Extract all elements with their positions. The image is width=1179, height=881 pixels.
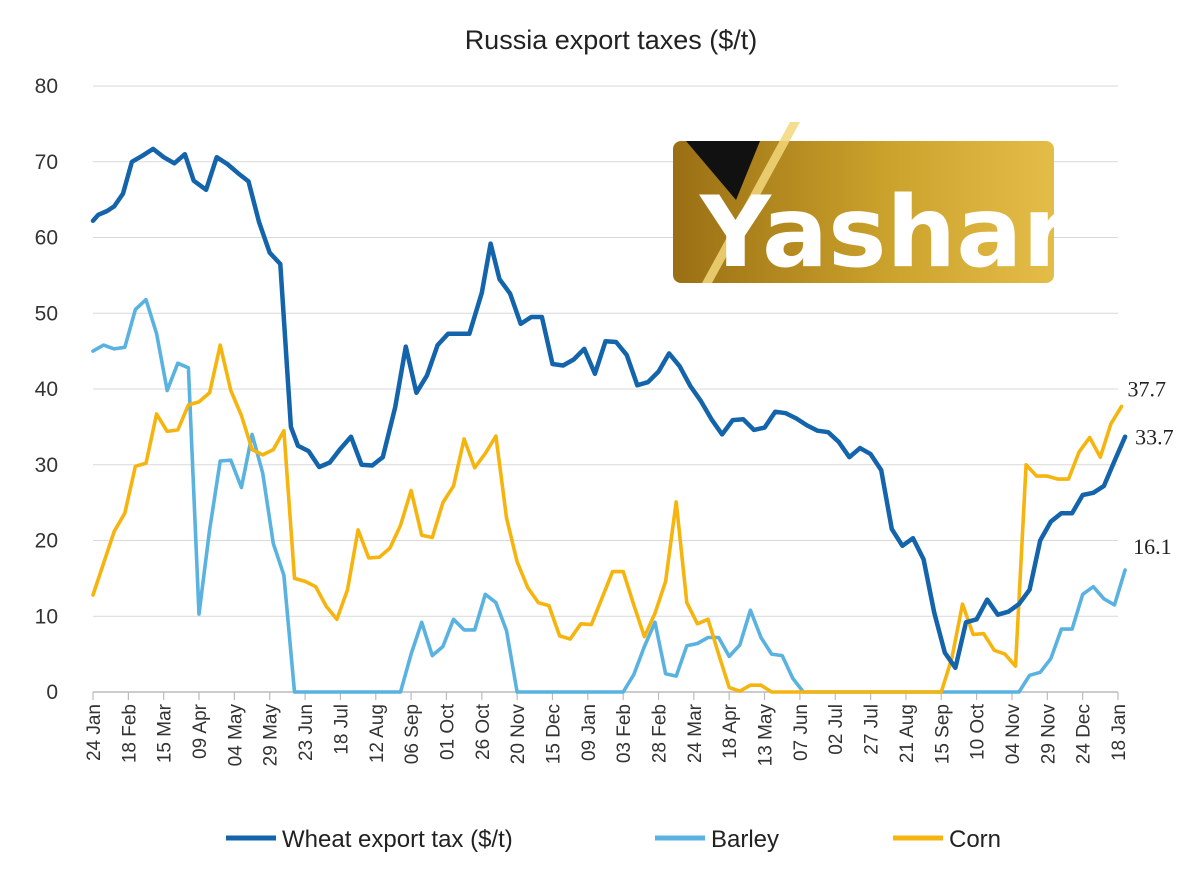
end-label-wheat: 33.7: [1135, 425, 1174, 450]
legend-label-barley: Barley: [711, 826, 779, 853]
x-tick-label: 01 Oct: [437, 703, 458, 760]
logo-shine: [702, 122, 800, 283]
end-label-corn: 37.7: [1128, 376, 1167, 401]
logo-text: Yashar: [699, 176, 1071, 290]
x-tick-label: 24 Jan: [84, 704, 105, 761]
end-label-barley: 16.1: [1133, 534, 1172, 559]
x-tick-label: 18 Feb: [119, 704, 140, 763]
y-tick-label: 40: [35, 378, 58, 401]
y-tick-label: 80: [35, 75, 58, 98]
logo-black-triangle: [686, 141, 760, 200]
x-tick-label: 09 Jan: [579, 704, 600, 761]
y-tick-label: 0: [46, 681, 58, 704]
x-axis: 24 Jan 18 Feb 15 Mar 09 Apr 04 May 29 May 23 J…: [84, 691, 1130, 767]
x-tick-label: 04 Nov: [1003, 704, 1024, 765]
x-tick-label: 12 Aug: [367, 704, 388, 763]
x-tick-label: 29 May: [261, 704, 282, 767]
end-labels: 16.1 37.7 33.7: [1128, 376, 1174, 559]
series-line-wheat: [90, 146, 1128, 671]
x-tick-label: 02 Jul: [826, 704, 847, 755]
y-tick-label: 60: [35, 227, 58, 250]
x-tick-label: 23 Jun: [296, 704, 317, 761]
x-tick-label: 09 Apr: [190, 703, 211, 759]
x-tick-label: 18 Jan: [1109, 704, 1130, 761]
series-line-barley: [91, 297, 1127, 694]
legend: Wheat export tax ($/t) Barley Corn: [226, 826, 1001, 853]
x-tick-label: 06 Sep: [402, 704, 423, 764]
x-tick-label: 27 Jul: [862, 704, 883, 755]
y-tick-label: 10: [35, 605, 58, 628]
x-tick-label: 18 Apr: [720, 703, 741, 759]
x-tick-label: 18 Jul: [331, 704, 352, 755]
y-tick-label: 70: [35, 151, 58, 174]
legend-label-corn: Corn: [949, 826, 1001, 853]
x-tick-label: 26 Oct: [473, 703, 494, 760]
x-tick-label: 24 Dec: [1074, 704, 1095, 764]
x-tick-label: 03 Feb: [614, 704, 635, 763]
x-tick-label: 15 Sep: [932, 704, 953, 764]
y-tick-label: 20: [35, 530, 58, 553]
x-tick-label: 04 May: [225, 704, 246, 767]
x-tick-label: 15 Mar: [155, 703, 176, 763]
x-tick-label: 10 Oct: [968, 703, 989, 760]
chart-title: Russia export taxes ($/t): [465, 25, 758, 55]
y-tick-label: 50: [35, 302, 58, 325]
legend-label-wheat: Wheat export tax ($/t): [282, 826, 513, 853]
x-tick-label: 21 Aug: [897, 704, 918, 763]
y-axis-tick-labels: 0 10 20 30 40 50 60 70 80: [35, 75, 58, 704]
x-tick-label: 29 Nov: [1038, 704, 1059, 765]
x-tick-label: 15 Dec: [543, 704, 564, 764]
yashar-logo: Yashar: [673, 122, 1071, 290]
y-tick-label: 30: [35, 454, 58, 477]
x-tick-label: 07 Jun: [791, 704, 812, 761]
x-tick-label: 20 Nov: [508, 704, 529, 765]
x-tick-label: 28 Feb: [650, 704, 671, 763]
series-lines: [90, 146, 1128, 694]
series-line-corn: [91, 343, 1124, 694]
x-tick-label: 13 May: [756, 704, 777, 767]
x-tick-label: 24 Mar: [685, 703, 706, 763]
